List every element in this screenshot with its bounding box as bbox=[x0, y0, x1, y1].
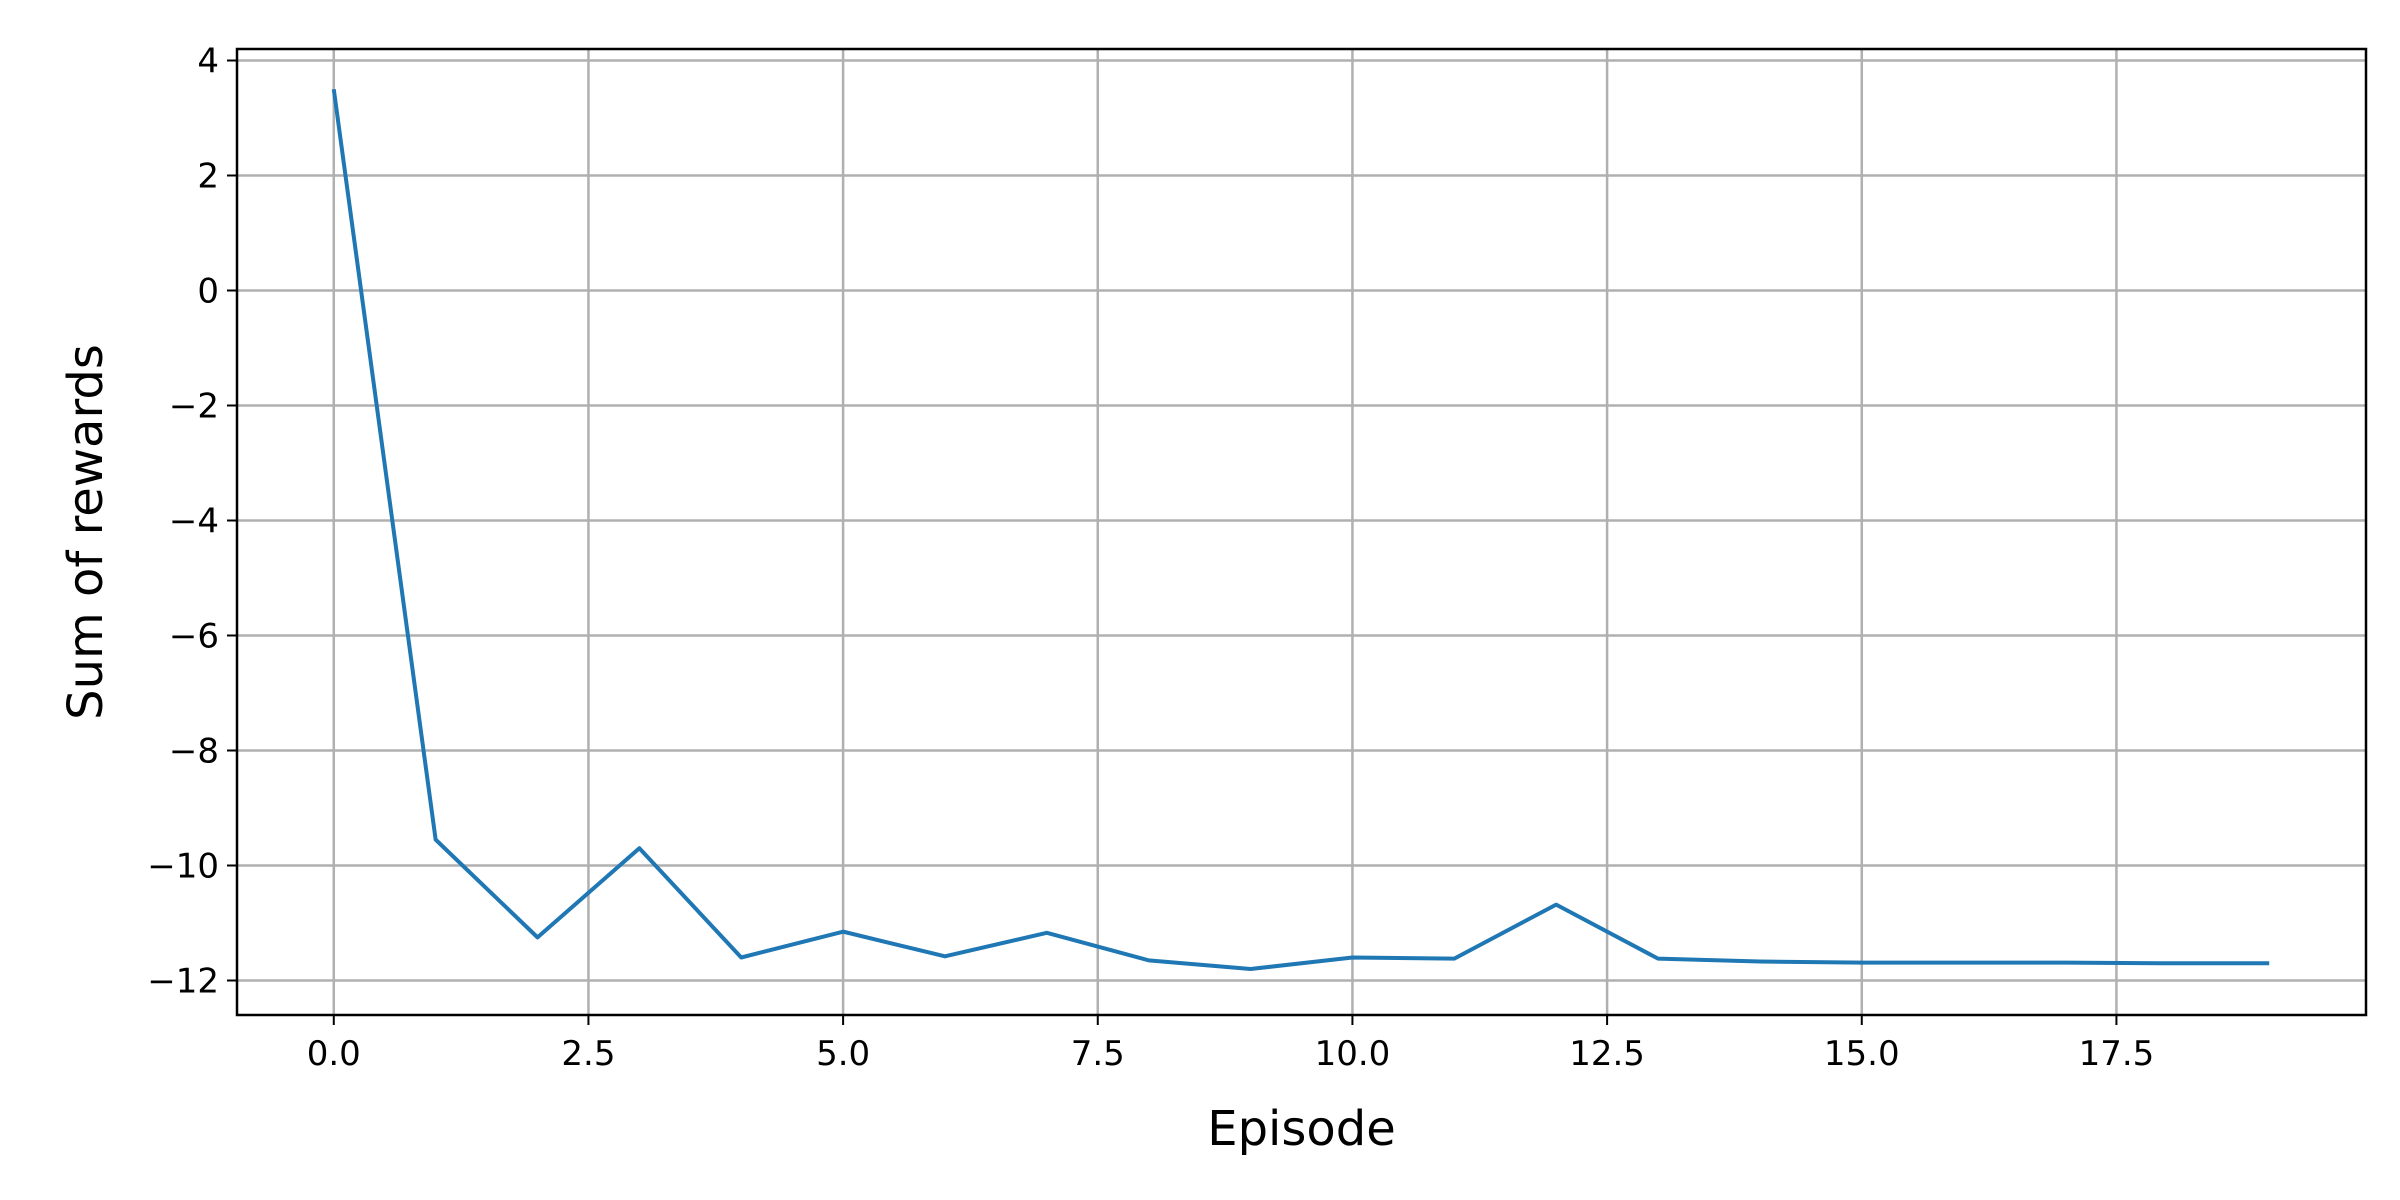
x-tick-label: 17.5 bbox=[2079, 1034, 2155, 1074]
y-tick-label: 2 bbox=[197, 157, 219, 197]
grid bbox=[237, 49, 2366, 1015]
y-tick-label: −10 bbox=[147, 847, 219, 887]
y-axis-title: Sum of rewards bbox=[58, 344, 114, 720]
x-tick-label: 2.5 bbox=[561, 1034, 615, 1074]
y-axis-ticks: 4 2 0 −2 −4 −6 −8 −10 −12 bbox=[147, 42, 237, 1002]
x-tick-label: 0.0 bbox=[307, 1034, 361, 1074]
y-tick-label: −6 bbox=[169, 617, 219, 657]
series-layer bbox=[331, 88, 2270, 971]
x-tick-label: 10.0 bbox=[1315, 1034, 1391, 1074]
series-line bbox=[331, 88, 2270, 971]
x-axis-ticks: 0.0 2.5 5.0 7.5 10.0 12.5 15.0 17.5 bbox=[307, 1015, 2155, 1074]
y-tick-label: −8 bbox=[169, 732, 219, 772]
y-tick-label: −2 bbox=[169, 387, 219, 427]
x-axis-title: Episode bbox=[1207, 1101, 1396, 1157]
y-tick-label: −4 bbox=[169, 502, 219, 542]
y-tick-label: −12 bbox=[147, 962, 219, 1002]
y-tick-label: 4 bbox=[197, 42, 219, 82]
x-tick-label: 5.0 bbox=[816, 1034, 870, 1074]
x-tick-label: 12.5 bbox=[1569, 1034, 1645, 1074]
plot-area-frame bbox=[235, 47, 2368, 1017]
y-tick-label: 0 bbox=[197, 272, 219, 312]
x-tick-label: 7.5 bbox=[1071, 1034, 1125, 1074]
x-tick-label: 15.0 bbox=[1824, 1034, 1900, 1074]
